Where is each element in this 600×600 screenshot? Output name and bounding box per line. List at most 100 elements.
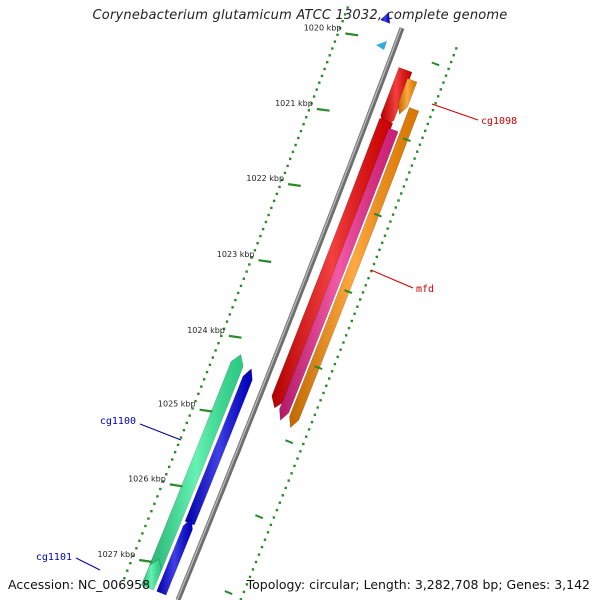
outer-dot: [356, 305, 359, 308]
outer-dot: [413, 157, 416, 160]
outer-dot: [350, 319, 353, 323]
inner-dot: [326, 61, 329, 64]
gene-label-cg1098: cg1098: [481, 116, 517, 127]
inner-dot: [270, 206, 273, 210]
tick-mark: [169, 483, 183, 488]
outer-dot: [239, 598, 243, 600]
gene-cg1098-orange-shade: [398, 78, 417, 115]
inner-dot: [305, 116, 308, 119]
outer-dot: [418, 143, 422, 146]
outer-dot: [325, 384, 328, 387]
outer-dot: [375, 255, 378, 259]
inner-dot: [194, 399, 197, 403]
inner-dot: [328, 54, 331, 57]
outer-dot: [299, 450, 302, 453]
outer-dot: [431, 108, 435, 112]
inner-dot: [147, 517, 150, 520]
inner-dot: [234, 298, 237, 302]
outer-dot: [394, 206, 397, 209]
outer-dot: [316, 406, 319, 409]
outer-dot: [322, 391, 325, 395]
outer-dot: [251, 568, 255, 571]
outer-dot: [424, 129, 427, 132]
backbone-circle: [175, 27, 405, 600]
leader-line-cg1100: [139, 423, 182, 441]
inner-dot: [165, 473, 168, 476]
inner-dot: [336, 33, 339, 36]
inner-dot: [261, 227, 265, 231]
outer-tick-mark: [373, 212, 382, 218]
gene-cg1101-blue-shade: [156, 518, 193, 596]
inner-dot: [228, 313, 231, 316]
inner-dot: [205, 370, 209, 374]
inner-dot: [310, 102, 313, 105]
inner-dot: [278, 185, 281, 189]
outer-dot: [275, 508, 279, 512]
inner-dot: [188, 414, 191, 417]
outer-dot: [307, 428, 311, 431]
gene-label-cg1100: cg1100: [100, 416, 136, 427]
tick-mark: [345, 32, 359, 37]
outer-tick-mark: [285, 439, 294, 445]
inner-dot: [217, 342, 220, 345]
backbone-highlight: [176, 27, 402, 600]
tick-mark: [228, 334, 242, 339]
outer-dot: [391, 213, 395, 216]
inner-dot: [197, 392, 200, 395]
tick-label: 1025 kbp: [158, 400, 196, 409]
outer-dot: [389, 220, 392, 223]
outer-dot: [248, 575, 252, 579]
tick-mark: [316, 107, 330, 112]
outer-dot: [328, 377, 331, 380]
inner-dot: [222, 327, 226, 330]
outer-tick-mark: [431, 61, 440, 67]
tick-label: 1020 kbp: [304, 24, 342, 33]
tick-label: 1023 kbp: [217, 250, 255, 259]
outer-dot: [269, 523, 273, 527]
inner-dot: [208, 363, 212, 366]
leader-line-cg1098: [431, 103, 479, 121]
inner-dot: [320, 74, 324, 78]
inner-dot: [231, 306, 234, 309]
tick-label: 1024 kbp: [187, 326, 225, 335]
outer-dot: [434, 102, 437, 105]
outer-dot: [242, 590, 246, 594]
inner-dot: [289, 157, 292, 161]
outer-dot: [254, 560, 258, 564]
inner-dot: [264, 220, 268, 224]
outer-dot: [437, 95, 440, 98]
inner-dot: [343, 13, 347, 16]
inner-dot: [156, 495, 159, 498]
inner-dot: [299, 129, 303, 133]
gene-mfd-orange-shade: [289, 107, 419, 428]
gene-mfd-red-shade: [271, 118, 393, 408]
outer-dot: [260, 545, 264, 549]
tick-mark: [287, 183, 301, 187]
outer-dot: [361, 291, 365, 294]
inner-dot: [283, 171, 287, 175]
gene-cg1101-green-shade: [141, 558, 162, 590]
accession-text: Accession: NC_006958: [8, 577, 151, 592]
inner-dot: [179, 436, 183, 439]
inner-dot: [176, 443, 180, 447]
genes-layer: [141, 11, 420, 596]
leader-line-cg1101: [75, 557, 101, 571]
gene-cg1100-blue-shade: [185, 368, 253, 525]
inner-dot: [237, 291, 240, 295]
inner-dot: [302, 123, 305, 126]
outer-dot: [302, 442, 305, 446]
outer-dot: [281, 494, 284, 497]
outer-dot: [383, 234, 387, 237]
gene-mfd-magenta-shade: [279, 128, 399, 421]
outer-dot: [257, 553, 261, 556]
inner-dot: [253, 249, 257, 252]
outer-dot: [272, 516, 276, 519]
gene-cg1098-red-shade: [380, 67, 412, 128]
outer-dot: [444, 74, 448, 77]
outer-dot: [405, 178, 408, 181]
inner-dot: [341, 20, 344, 23]
inner-dot: [162, 480, 165, 483]
outer-dot: [342, 341, 345, 344]
tick-label: 1027 kbp: [97, 550, 135, 559]
outer-dot: [450, 60, 453, 64]
